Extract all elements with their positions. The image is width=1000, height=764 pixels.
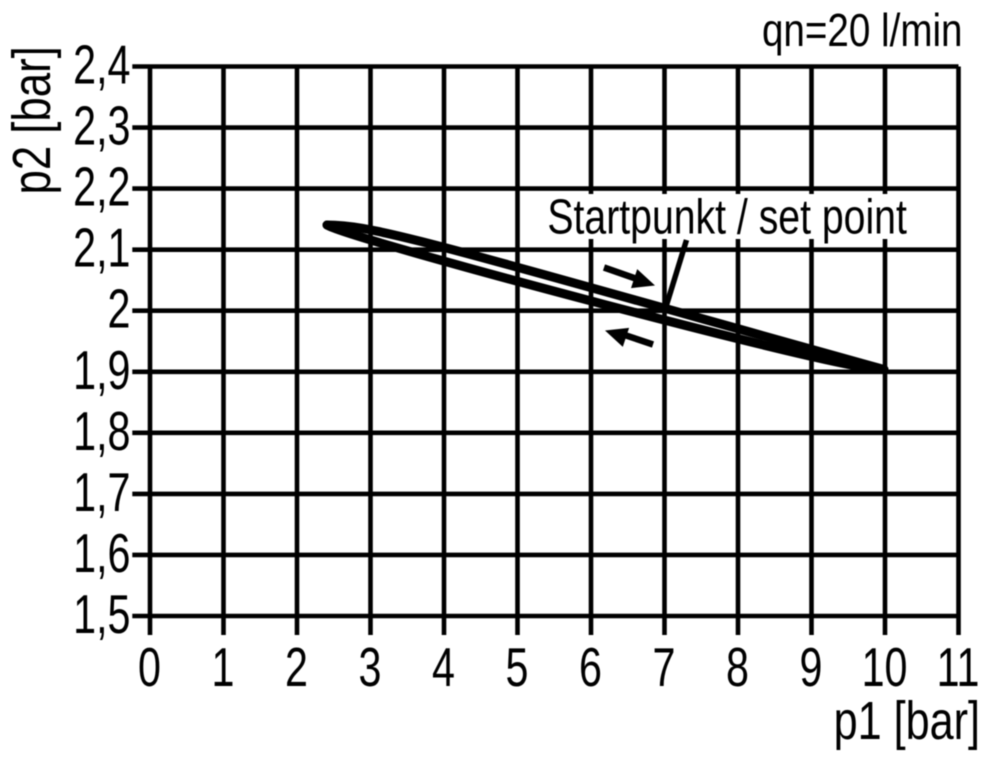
svg-text:2,1: 2,1: [73, 218, 130, 279]
svg-text:2,2: 2,2: [73, 157, 130, 218]
svg-text:p2 [bar]: p2 [bar]: [3, 46, 62, 194]
svg-text:2,3: 2,3: [73, 96, 130, 157]
svg-text:1,8: 1,8: [73, 401, 130, 462]
svg-text:1,5: 1,5: [73, 584, 130, 645]
svg-text:7: 7: [653, 637, 676, 698]
svg-text:2: 2: [285, 637, 308, 698]
svg-text:Startpunkt / set point: Startpunkt / set point: [547, 190, 906, 244]
svg-text:3: 3: [359, 637, 382, 698]
svg-text:1,7: 1,7: [73, 462, 130, 523]
svg-text:qn=20 l/min: qn=20 l/min: [762, 5, 963, 57]
svg-text:10: 10: [862, 637, 908, 698]
svg-text:2,4: 2,4: [73, 35, 130, 96]
svg-text:6: 6: [579, 637, 602, 698]
svg-text:1,6: 1,6: [73, 523, 130, 584]
svg-text:p1 [bar]: p1 [bar]: [834, 692, 980, 752]
svg-text:4: 4: [432, 637, 455, 698]
svg-text:9: 9: [800, 637, 823, 698]
svg-text:8: 8: [726, 637, 749, 698]
svg-text:0: 0: [138, 637, 161, 698]
svg-text:5: 5: [506, 637, 529, 698]
svg-text:1,9: 1,9: [73, 340, 130, 401]
svg-text:11: 11: [937, 637, 980, 698]
svg-text:2: 2: [108, 279, 131, 340]
svg-text:1: 1: [212, 637, 235, 698]
